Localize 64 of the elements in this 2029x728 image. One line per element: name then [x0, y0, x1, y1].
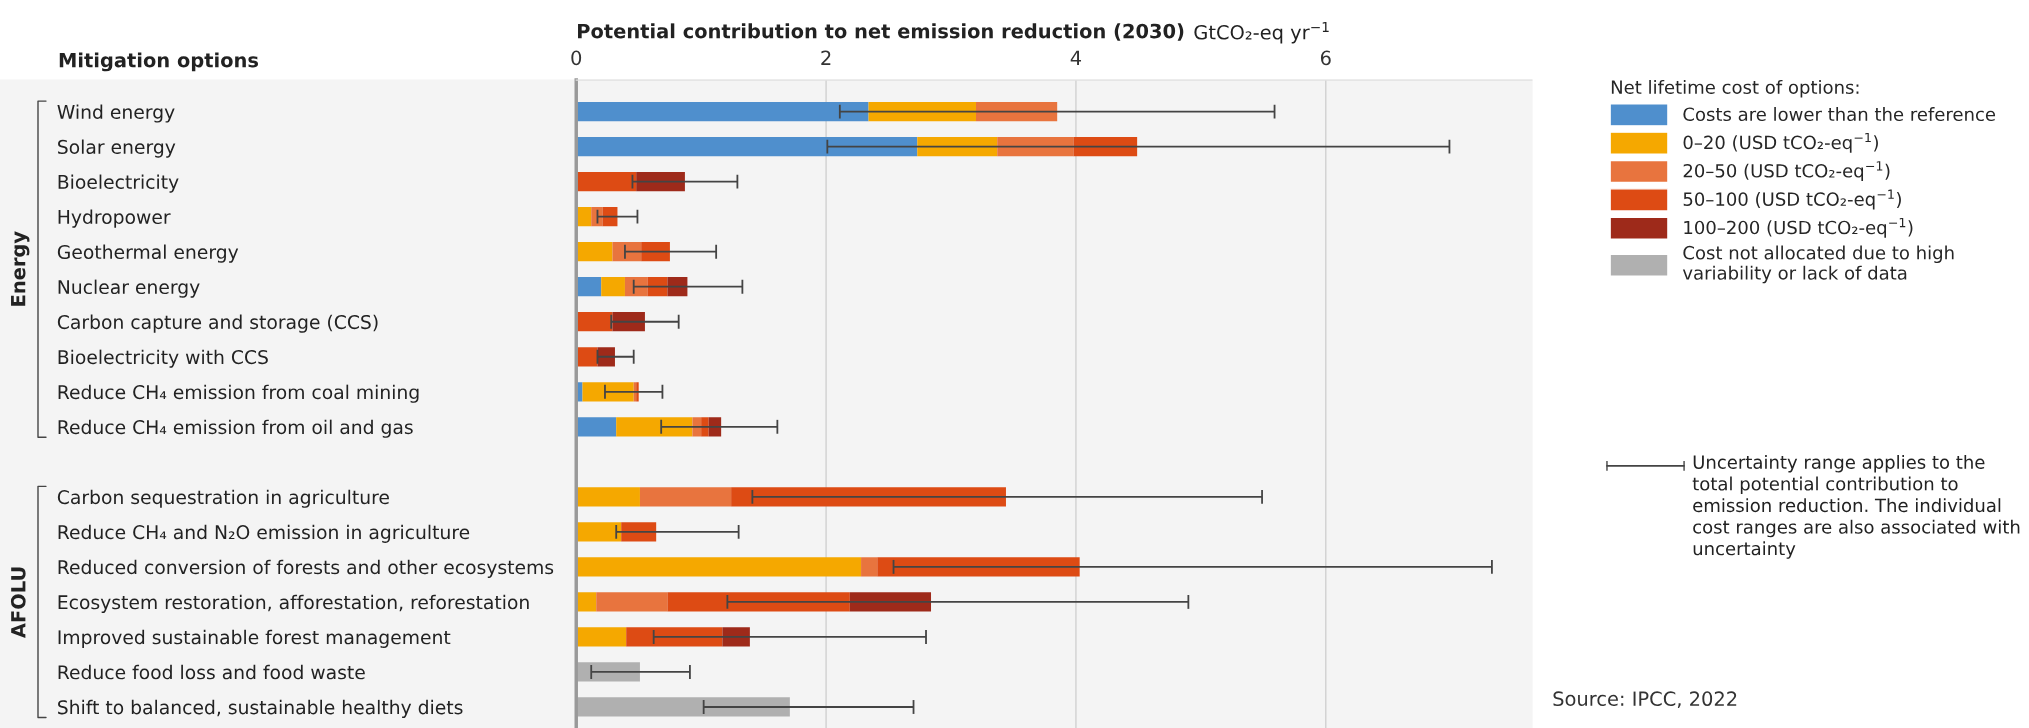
bar	[639, 487, 732, 507]
bar	[576, 417, 617, 437]
y-tick-label: Bioelectricity	[58, 174, 179, 193]
bar	[621, 522, 657, 542]
bar	[576, 242, 613, 262]
text: Energy	[11, 231, 30, 306]
y-tick-label: Reduce CH₄ and N₂O emission in agriculture	[58, 524, 470, 543]
legend-label: Costs are lower than the reference	[1683, 107, 1996, 122]
y-tick-label: Bioelectricity with CCS	[58, 349, 268, 368]
bar	[626, 627, 723, 647]
y-tick-label: Solar energy	[58, 139, 176, 158]
bar	[576, 627, 627, 647]
bar	[601, 277, 625, 297]
y-tick-label: Reduce CH₄ emission from oil and gas	[58, 419, 413, 438]
legend-label: Cost not allocated due to high variability or lack of data	[1682, 245, 1954, 284]
y-axis-title: Mitigation options	[59, 52, 259, 72]
y-tick-label: Ecosystem restoration, afforestation, reforestation	[58, 594, 529, 613]
x-tick-label: 2	[821, 50, 831, 65]
bar	[576, 312, 613, 332]
bar	[576, 522, 622, 542]
bar	[576, 172, 637, 192]
y-tick-label: Wind energy	[57, 104, 175, 123]
text: AFOLU	[10, 567, 26, 638]
bar	[576, 697, 790, 717]
y-tick-label: Reduce food loss and food waste	[58, 664, 365, 680]
bar	[861, 557, 878, 577]
bar	[692, 417, 702, 437]
legend-label: 20–50 (USD tCO₂-eq$^{−1}$)	[1683, 161, 1890, 182]
text: Uncertainty range applies to the total potential contribution to emission reduction. The individual cost ranges are also associated with uncertainty	[1692, 455, 2020, 559]
legend-label: 0–20 (USD tCO₂-eq$^{−1}$)	[1683, 132, 1878, 153]
bar	[576, 662, 640, 682]
y-tick-label: Nuclear energy	[58, 279, 200, 298]
bar	[576, 277, 602, 297]
bar	[576, 557, 862, 577]
bar	[596, 592, 668, 612]
bar	[849, 592, 932, 612]
bar	[576, 101, 869, 122]
bar	[667, 592, 850, 612]
bar	[877, 557, 1080, 577]
y-tick-label: Carbon sequestration in agriculture	[57, 489, 389, 508]
bar	[576, 487, 640, 507]
bar	[576, 136, 918, 157]
legend-label: 50–100 (USD tCO₂-eq$^{−1}$)	[1683, 189, 1901, 210]
bar	[722, 627, 750, 647]
bar	[582, 382, 634, 402]
y-tick-label: Hydropower	[58, 209, 171, 228]
bar	[731, 487, 1006, 507]
source-note: Source: IPCC, 2022	[1553, 691, 1737, 709]
y-tick-label: Shift to balanced, sustainable healthy diets	[58, 699, 463, 719]
legend-title: Net lifetime cost of options:	[1611, 80, 1859, 98]
x-axis-title: GtCO₂-eq yr$^{−1}$	[1194, 21, 1329, 44]
x-tick-label: 4	[1070, 50, 1082, 65]
bar	[616, 417, 693, 437]
x-tick-label: 0	[571, 50, 582, 66]
y-tick-label: Improved sustainable forest management	[58, 629, 451, 648]
bar	[576, 592, 597, 612]
y-tick-label: Carbon capture and storage (CCS)	[57, 314, 378, 333]
y-tick-label: Geothermal energy	[57, 244, 239, 263]
y-tick-label: Reduce CH₄ emission from coal mining	[58, 384, 419, 403]
legend-label: 100–200 (USD tCO₂-eq$^{−1}$)	[1684, 217, 1913, 238]
y-tick-label: Reduced conversion of forests and other ecosystems	[58, 559, 554, 578]
x-tick-label: 6	[1320, 50, 1331, 66]
chart-title: Potential contribution to net emission reduction (2030)	[578, 23, 1184, 41]
bar	[612, 312, 645, 332]
